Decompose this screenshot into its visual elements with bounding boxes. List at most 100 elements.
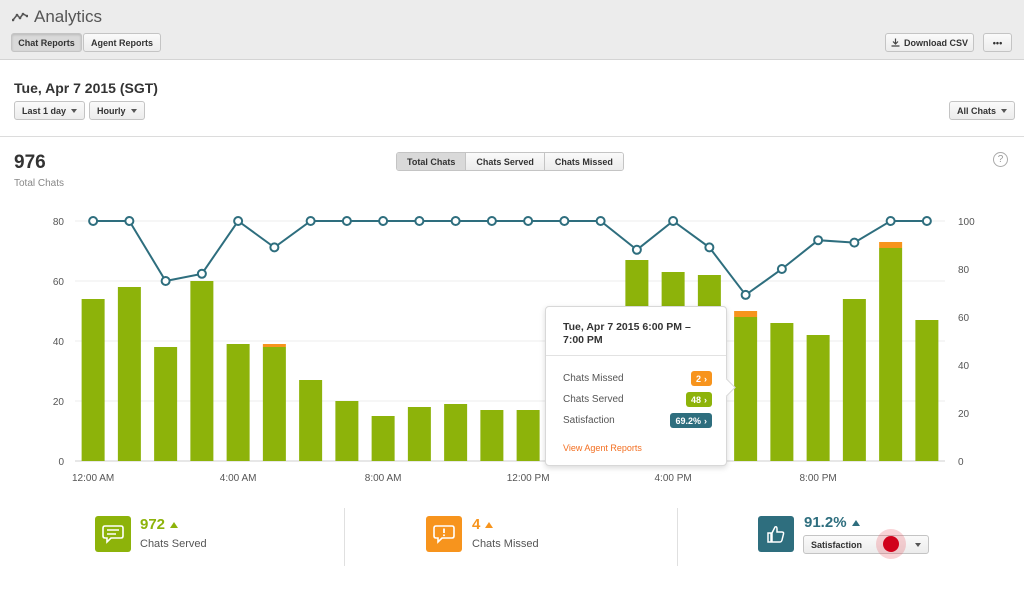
bar-chats-served xyxy=(915,320,939,461)
satisfaction-point xyxy=(885,216,896,226)
tab-chats-missed[interactable]: Chats Missed xyxy=(544,153,623,170)
y-left-tick-label: 80 xyxy=(53,217,65,228)
report-date: Tue, Apr 7 2015 (SGT) xyxy=(14,80,158,96)
interval-select[interactable]: Hourly xyxy=(89,101,145,120)
satisfaction-select-value: Satisfaction xyxy=(811,539,863,550)
chevron-right-icon: › xyxy=(704,415,707,426)
tooltip-satisfaction-value: 69.2% xyxy=(675,415,701,426)
y-left-tick-label: 20 xyxy=(53,397,65,408)
chats-missed-value: 4 xyxy=(472,516,494,533)
download-csv-button[interactable]: Download CSV xyxy=(885,33,974,52)
tooltip-missed-label: Chats Missed xyxy=(563,373,624,384)
chevron-right-icon: › xyxy=(704,373,707,384)
click-indicator xyxy=(876,529,906,559)
chevron-down-icon xyxy=(915,542,921,547)
missed-chat-icon xyxy=(426,516,462,552)
tab-chat-reports[interactable]: Chat Reports xyxy=(11,33,82,52)
chevron-down-icon xyxy=(130,108,137,113)
chats-chart: 0 20 40 60 80 0 20 40 60 80 100 12:00 AM 4:00 AM 8:00… xyxy=(53,216,975,484)
x-tick-label: 12:00 AM xyxy=(72,473,114,484)
x-tick-label: 12:00 PM xyxy=(507,473,550,484)
y-right-tick-label: 40 xyxy=(958,361,970,372)
y-left-tick-label: 60 xyxy=(53,277,65,288)
total-chats-value: 976 xyxy=(14,152,46,173)
satisfaction-point xyxy=(414,216,425,226)
section-divider xyxy=(0,136,1024,137)
tooltip-satisfaction-badge[interactable]: 69.2% › xyxy=(670,413,712,428)
y-left-tick-label: 40 xyxy=(53,337,65,348)
y-right-tick-label: 100 xyxy=(958,217,975,228)
bar-chats-served xyxy=(154,347,178,461)
trend-up-icon xyxy=(485,521,494,528)
tab-agent-reports[interactable]: Agent Reports xyxy=(83,33,161,52)
tooltip-served-badge[interactable]: 48 › xyxy=(685,392,712,407)
bar-chats-served xyxy=(444,404,468,461)
x-tick-label: 4:00 PM xyxy=(655,473,692,484)
chevron-down-icon xyxy=(71,108,78,113)
chevron-down-icon xyxy=(1001,108,1008,113)
download-csv-label: Download CSV xyxy=(903,37,968,48)
satisfaction-point xyxy=(704,242,715,253)
satisfaction-select[interactable]: Satisfaction xyxy=(803,535,929,554)
satisfaction-point xyxy=(305,216,316,226)
chart-tooltip: Tue, Apr 7 2015 6:00 PM – 7:00 PM Chats … xyxy=(545,306,727,466)
trend-up-icon xyxy=(170,521,179,528)
satisfaction-value: 91.2% xyxy=(804,514,860,531)
bar-chats-served xyxy=(407,407,431,461)
app-title: Analytics xyxy=(12,7,102,27)
tab-total-chats[interactable]: Total Chats xyxy=(397,153,467,170)
satisfaction-point xyxy=(523,216,534,226)
tooltip-divider xyxy=(546,355,726,356)
x-tick-label: 8:00 AM xyxy=(365,473,402,484)
satisfaction-point xyxy=(486,216,497,226)
view-agent-reports-link[interactable]: View Agent Reports xyxy=(563,443,642,453)
satisfaction-line xyxy=(93,219,927,297)
bar-chats-served xyxy=(117,287,141,461)
bar-chats-served xyxy=(806,335,830,461)
stat-divider xyxy=(677,508,678,566)
bar-chats-served xyxy=(879,248,903,461)
y-right-tick-label: 20 xyxy=(958,409,970,420)
help-icon[interactable]: ? xyxy=(993,152,1008,167)
bar-chats-served xyxy=(480,410,504,461)
bar-chats-missed xyxy=(262,344,286,347)
bar-chats-missed xyxy=(879,242,903,248)
satisfaction-point xyxy=(341,216,352,226)
speech-bubbles-icon xyxy=(95,516,131,552)
bar-chats-served xyxy=(81,299,105,461)
satisfaction-point xyxy=(378,216,389,226)
bar-chats-served xyxy=(371,416,395,461)
bar-chats-served xyxy=(226,344,250,461)
satisfaction-point xyxy=(595,216,606,226)
chats-missed-label: Chats Missed xyxy=(472,538,539,550)
chats-served-value: 972 xyxy=(140,516,179,533)
satisfaction-point xyxy=(450,216,461,226)
y-right-tick-label: 0 xyxy=(958,457,964,468)
tooltip-missed-value: 2 xyxy=(695,373,701,384)
chat-filter-value: All Chats xyxy=(957,105,997,116)
app-title-text: Analytics xyxy=(34,7,103,26)
satisfaction-point xyxy=(559,216,570,226)
satisfaction-number: 91.2% xyxy=(804,514,847,531)
chat-filter-select[interactable]: All Chats xyxy=(949,101,1016,120)
tooltip-missed-badge[interactable]: 2 › xyxy=(690,371,712,386)
thumbs-up-icon xyxy=(758,516,794,552)
x-tick-label: 8:00 PM xyxy=(800,473,837,484)
chart-metric-tabs: Total Chats Chats Served Chats Missed xyxy=(396,152,624,171)
range-select-value: Last 1 day xyxy=(22,105,67,116)
interval-select-value: Hourly xyxy=(97,105,126,116)
satisfaction-point xyxy=(196,268,207,279)
x-tick-label: 4:00 AM xyxy=(220,473,257,484)
range-select[interactable]: Last 1 day xyxy=(14,101,86,120)
download-icon xyxy=(891,38,900,47)
chats-served-number: 972 xyxy=(140,516,166,533)
total-chats-label: Total Chats xyxy=(14,178,65,189)
analytics-icon xyxy=(12,12,28,22)
satisfaction-point xyxy=(88,216,99,226)
more-button[interactable]: ••• xyxy=(983,33,1012,52)
chats-served-label: Chats Served xyxy=(140,538,207,550)
satisfaction-point xyxy=(631,244,642,255)
bar-chats-served xyxy=(842,299,866,461)
tab-chats-served[interactable]: Chats Served xyxy=(466,153,545,170)
satisfaction-point xyxy=(776,264,787,274)
